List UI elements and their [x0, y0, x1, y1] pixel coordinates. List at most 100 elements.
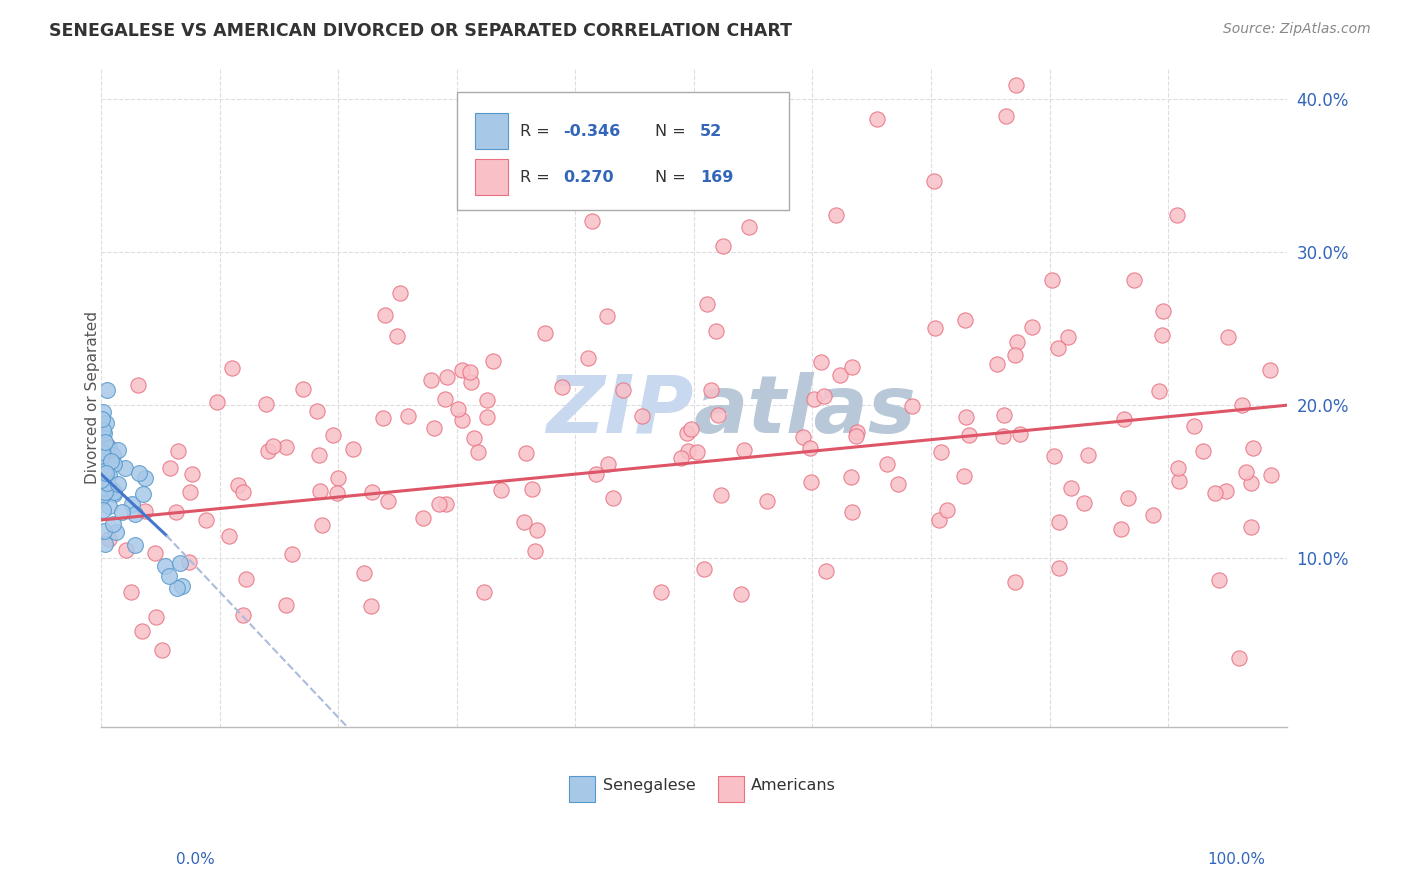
Point — [447, 401, 470, 416]
Point — [839, 470, 862, 484]
Point — [581, 213, 603, 227]
Text: 0.0%: 0.0% — [176, 852, 215, 867]
Point — [97, 500, 120, 514]
Point — [1204, 486, 1226, 500]
Point — [585, 467, 607, 481]
Point — [1077, 448, 1099, 462]
Point — [738, 220, 761, 235]
Point — [292, 382, 315, 396]
Point — [93, 481, 115, 495]
Point — [412, 510, 434, 524]
Point — [107, 477, 129, 491]
Point — [100, 482, 122, 496]
Text: ZIP: ZIP — [547, 372, 695, 450]
Point — [93, 486, 115, 500]
Point — [98, 481, 121, 495]
Point — [157, 569, 180, 583]
Point — [101, 448, 124, 462]
Point — [986, 357, 1008, 371]
Point — [134, 503, 156, 517]
Point — [700, 383, 723, 397]
Point — [97, 439, 120, 453]
Point — [101, 516, 124, 531]
Point — [134, 471, 156, 485]
Point — [1192, 443, 1215, 458]
Point — [114, 543, 136, 558]
Point — [686, 444, 709, 458]
Point — [650, 585, 672, 599]
Point — [887, 476, 910, 491]
Point — [385, 329, 408, 343]
Point — [824, 208, 846, 222]
Point — [475, 392, 498, 407]
Point — [94, 537, 117, 551]
Point — [630, 409, 652, 423]
Point — [94, 484, 117, 499]
Point — [928, 513, 950, 527]
Point — [153, 559, 176, 574]
Point — [901, 399, 924, 413]
Point — [458, 365, 481, 379]
Point — [1116, 491, 1139, 505]
Point — [1021, 320, 1043, 334]
Point — [103, 484, 125, 499]
Text: R =: R = — [520, 124, 554, 138]
Point — [131, 624, 153, 639]
Point — [169, 557, 191, 571]
Point — [96, 468, 118, 483]
Point — [257, 443, 280, 458]
Text: 100.0%: 100.0% — [1208, 852, 1265, 867]
FancyBboxPatch shape — [457, 92, 789, 210]
Point — [167, 443, 190, 458]
Point — [1239, 520, 1261, 534]
Point — [235, 572, 257, 586]
Point — [696, 297, 718, 311]
Point — [311, 518, 333, 533]
Point — [1043, 449, 1066, 463]
Point — [90, 445, 112, 459]
Point — [450, 363, 472, 377]
Point — [308, 448, 330, 462]
Text: 169: 169 — [700, 169, 733, 185]
Point — [145, 610, 167, 624]
FancyBboxPatch shape — [717, 776, 744, 802]
Point — [451, 413, 474, 427]
Point — [91, 423, 114, 437]
Point — [1152, 303, 1174, 318]
Point — [1240, 476, 1263, 491]
Point — [1258, 363, 1281, 377]
Point — [734, 442, 756, 457]
Point — [342, 442, 364, 456]
Point — [522, 482, 544, 496]
Point — [132, 486, 155, 500]
Point — [104, 525, 127, 540]
Point — [800, 475, 823, 489]
Point — [876, 457, 898, 471]
Point — [1049, 516, 1071, 530]
Point — [262, 439, 284, 453]
Point — [103, 486, 125, 500]
Text: N =: N = — [655, 124, 690, 138]
Point — [427, 497, 450, 511]
Point — [371, 411, 394, 425]
Point — [730, 587, 752, 601]
Point — [274, 598, 297, 612]
Text: SENEGALESE VS AMERICAN DIVORCED OR SEPARATED CORRELATION CHART: SENEGALESE VS AMERICAN DIVORCED OR SEPAR… — [49, 22, 792, 40]
Point — [1040, 272, 1063, 286]
Point — [1073, 496, 1095, 510]
Point — [711, 239, 734, 253]
Point — [596, 309, 619, 323]
Point — [274, 441, 297, 455]
Point — [924, 321, 946, 335]
Point — [281, 548, 304, 562]
Point — [96, 476, 118, 491]
Point — [596, 457, 619, 471]
Point — [935, 503, 957, 517]
Point — [515, 446, 537, 460]
Point — [671, 450, 693, 465]
Point — [205, 395, 228, 409]
Point — [232, 485, 254, 500]
Point — [841, 360, 863, 375]
Point — [91, 467, 114, 482]
Point — [1008, 427, 1031, 442]
